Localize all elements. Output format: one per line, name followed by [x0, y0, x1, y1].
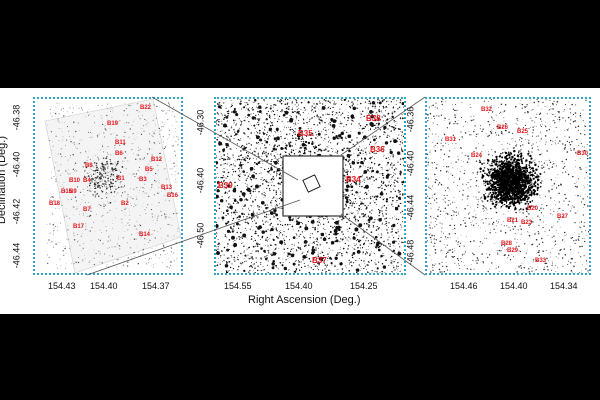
source-label-b18: B18 [49, 201, 61, 207]
left-ytick-1: -46.38 [11, 104, 22, 131]
source-label-b11: B11 [115, 140, 126, 146]
left-ytick-4: -46.44 [11, 242, 22, 269]
right-xtick-2: 154.40 [500, 281, 528, 291]
source-label-b17: B17 [73, 224, 85, 230]
source-label-b13: B13 [161, 185, 173, 191]
source-label-b16: B16 [167, 193, 179, 199]
source-label-b30: B30 [577, 151, 589, 157]
source-label-b5: B5 [145, 167, 153, 173]
middle-xtick-1: 154.55 [224, 281, 252, 291]
middle-ytick-2: -46.40 [195, 167, 206, 194]
middle-xtick-3: 154.25 [350, 281, 378, 291]
source-label-b2: B2 [121, 201, 129, 207]
source-label-b24: B24 [471, 153, 483, 159]
source-label-b4: B4 [83, 178, 91, 184]
source-label-b21: B21 [507, 218, 519, 224]
source-label-b31: B31 [445, 137, 457, 143]
source-label-b7: B7 [83, 207, 91, 213]
source-label-b8: B8 [85, 163, 93, 169]
left-ytick-3: -46.42 [11, 198, 22, 225]
source-label-b34: B34 [346, 175, 361, 184]
source-label-b38: B38 [366, 114, 381, 123]
source-label-b22: B22 [140, 105, 152, 111]
middle-overview-panel: B38 B35 B36 B34 B39 B37 [214, 97, 406, 275]
source-label-b32: B32 [481, 107, 493, 113]
left-xtick-3: 154.37 [142, 281, 170, 291]
source-label-b25: B25 [517, 129, 529, 135]
source-label-b1: B1 [117, 176, 125, 182]
source-label-b33: B33 [535, 258, 547, 264]
right-star-field [427, 99, 589, 273]
source-label-b28: B28 [501, 241, 513, 247]
right-ytick-4: -46.48 [405, 239, 416, 266]
source-label-b9: B9 [69, 189, 77, 195]
right-ytick-2: -46.40 [405, 150, 416, 177]
source-label-b26: B26 [497, 125, 509, 131]
left-xtick-1: 154.43 [48, 281, 76, 291]
figure: B22 B19 B11 B6 B12 B8 B5 B1 B3 B10 B4 B13 B15 B9 B16 B1… [0, 88, 600, 314]
x-axis-title: Right Ascension (Deg.) [248, 294, 361, 306]
y-axis-title: Declination (Deg.) [0, 135, 9, 225]
source-label-b10: B10 [69, 178, 81, 184]
middle-xtick-2: 154.40 [285, 281, 313, 291]
source-label-b39: B39 [218, 181, 233, 190]
source-label-b12: B12 [151, 157, 163, 163]
left-ytick-2: -46.40 [11, 151, 22, 178]
source-label-b35: B35 [298, 129, 313, 138]
left-xtick-2: 154.40 [90, 281, 118, 291]
right-ytick-3: -46.44 [405, 194, 416, 221]
source-label-b14: B14 [139, 232, 151, 238]
middle-ytick-3: -46.50 [195, 222, 206, 249]
right-xtick-3: 154.34 [550, 281, 578, 291]
source-label-b27: B27 [557, 214, 569, 220]
source-label-b36: B36 [370, 145, 385, 154]
right-ytick-1: -46.36 [405, 106, 416, 133]
middle-ytick-1: -46.30 [195, 109, 206, 136]
source-label-b23: B23 [521, 220, 533, 226]
source-label-b37: B37 [312, 256, 327, 265]
middle-star-field [216, 99, 404, 273]
right-xtick-1: 154.46 [450, 281, 478, 291]
left-zoom-panel: B22 B19 B11 B6 B12 B8 B5 B1 B3 B10 B4 B13 B15 B9 B16 B1… [33, 97, 183, 275]
right-zoom-panel: B32 B26 B25 B31 B24 B30 B20 B21 B23 B27 B28 B29 B33 [425, 97, 591, 275]
source-label-b20: B20 [527, 206, 539, 212]
source-label-b29: B29 [507, 248, 519, 254]
source-label-b3: B3 [139, 177, 147, 183]
source-label-b19: B19 [107, 121, 119, 127]
source-label-b6: B6 [115, 151, 123, 157]
source-label-b15: B15 [61, 189, 73, 195]
